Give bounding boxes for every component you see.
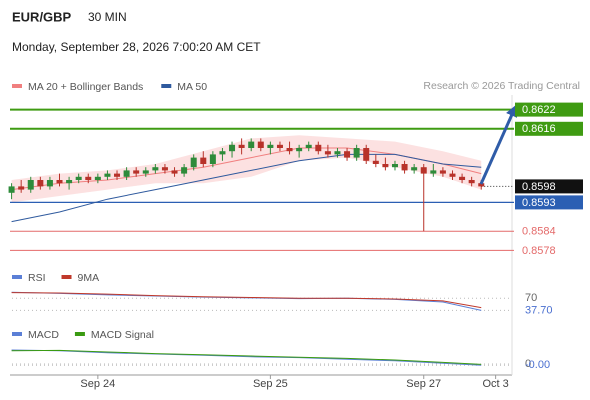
legend-swatch [61, 275, 72, 279]
candle-body [315, 144, 322, 152]
candle-body [276, 144, 283, 148]
candle-body [372, 160, 379, 164]
panel-tick-label: -0.00 [525, 359, 550, 371]
candle-body [238, 144, 245, 148]
candle-body [27, 180, 34, 190]
legend-label: 9MA [78, 272, 100, 284]
candle-body [75, 176, 82, 180]
candle-body [209, 154, 216, 164]
candle-body [420, 167, 427, 174]
candle-body [324, 151, 331, 155]
timestamp: Monday, September 28, 2026 7:00:20 AM CE… [12, 40, 261, 54]
candle-body [439, 170, 446, 174]
candle-body [85, 176, 92, 180]
candle-body [190, 157, 197, 168]
candle-body [363, 148, 370, 161]
bollinger-band [11, 135, 482, 203]
legend-swatch [12, 275, 22, 279]
candle-body [142, 170, 149, 174]
candle-body [18, 186, 25, 190]
candle-body [104, 173, 111, 177]
legend-swatch [12, 84, 22, 88]
legend-label: RSI [28, 272, 46, 284]
forecast-arrow [479, 104, 518, 185]
legend-swatch [74, 332, 85, 336]
candle-body [430, 170, 437, 174]
candle-body [382, 164, 389, 168]
level-box [515, 179, 583, 194]
candle-body [200, 157, 207, 164]
candle-body [181, 167, 188, 174]
candle-body [248, 141, 255, 148]
level-box [515, 195, 583, 210]
candle-body [468, 180, 475, 184]
level-label: 0.8584 [522, 226, 556, 238]
candle-body [37, 180, 44, 187]
indicator-line [11, 292, 482, 309]
panel-tick-label: 37.70 [525, 304, 553, 316]
candle-body [391, 164, 398, 168]
legend-label: MACD Signal [91, 329, 154, 341]
credit: Research © 2026 Trading Central [423, 80, 580, 92]
level-label: 0.8622 [522, 104, 556, 116]
candle-body [114, 173, 121, 177]
candle-body [267, 144, 274, 148]
legend-label: MACD [28, 329, 59, 341]
candle-body [401, 164, 408, 171]
candle-body [344, 151, 351, 158]
candle-body [133, 170, 140, 174]
x-tick-label: Sep 25 [253, 378, 288, 390]
level-label: 0.8578 [522, 245, 556, 257]
indicator-line [11, 349, 482, 365]
candle-body [286, 148, 293, 152]
level-box [515, 102, 583, 117]
candle-body [94, 176, 101, 180]
candle-body [478, 183, 485, 187]
candle-body [459, 176, 466, 180]
candle-body [66, 180, 73, 184]
legend-label: MA 20 + Bollinger Bands [28, 81, 143, 93]
candle-body [334, 151, 341, 155]
candle-body [8, 186, 15, 193]
candle-body [449, 173, 456, 177]
candle-body [296, 148, 303, 152]
level-label: 0.8598 [522, 181, 556, 193]
candle-body [257, 141, 264, 148]
legend-label: MA 50 [177, 81, 207, 93]
level-box [515, 121, 583, 136]
indicator-line [11, 291, 482, 311]
level-label: 0.8616 [522, 123, 556, 135]
candle-body [152, 167, 159, 171]
overlay-line [11, 153, 482, 223]
level-label: 0.8593 [522, 197, 556, 209]
candle-body [305, 144, 312, 148]
x-tick-label: Oct 3 [482, 378, 508, 390]
legend-swatch [161, 84, 172, 88]
candle-body [229, 144, 236, 152]
x-tick-label: Sep 27 [406, 378, 441, 390]
panel-tick-label: 70 [525, 292, 537, 304]
candle-body [411, 167, 418, 171]
candle-body [161, 167, 168, 171]
x-tick-label: Sep 24 [80, 378, 115, 390]
candle-body [46, 180, 53, 187]
candle-body [123, 170, 130, 177]
symbol: EUR/GBP [12, 9, 72, 24]
candle-body [56, 180, 63, 184]
legend-swatch [12, 332, 22, 336]
panel-tick-label: 0 [525, 358, 531, 370]
candle-body [353, 148, 360, 158]
candle-body [219, 151, 226, 155]
candle-body [171, 170, 178, 174]
indicator-line [11, 349, 482, 366]
timeframe: 30 MIN [88, 10, 127, 24]
